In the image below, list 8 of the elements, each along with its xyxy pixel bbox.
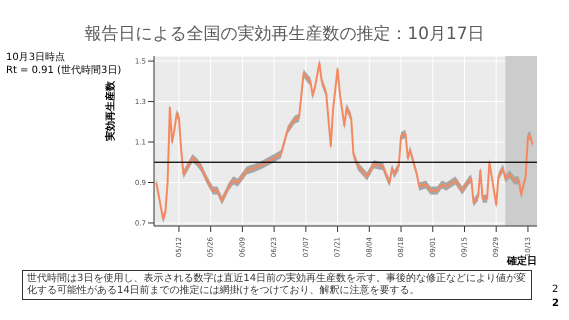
text: 10月3日時点 xyxy=(6,50,66,64)
text: Rt = 0.91 (世代時間3日) xyxy=(6,64,122,77)
x-axis-title: 確定日 xyxy=(506,255,537,267)
text: 2 xyxy=(552,284,558,295)
chart-title: 報告日による全国の実効再生産数の推定：10月17日 xyxy=(83,23,486,45)
y-axis-title: 実効再生産数 xyxy=(104,80,117,142)
text: 2 xyxy=(552,298,559,309)
text: 世代時間は3日を使用し、表示される数字は直近14日前の実効再生産数を示す。事後的な修正などにより値が変化する可能性がある14日前までの推定には網掛けをつけており、解釈に注意を要する。 xyxy=(22,270,532,300)
